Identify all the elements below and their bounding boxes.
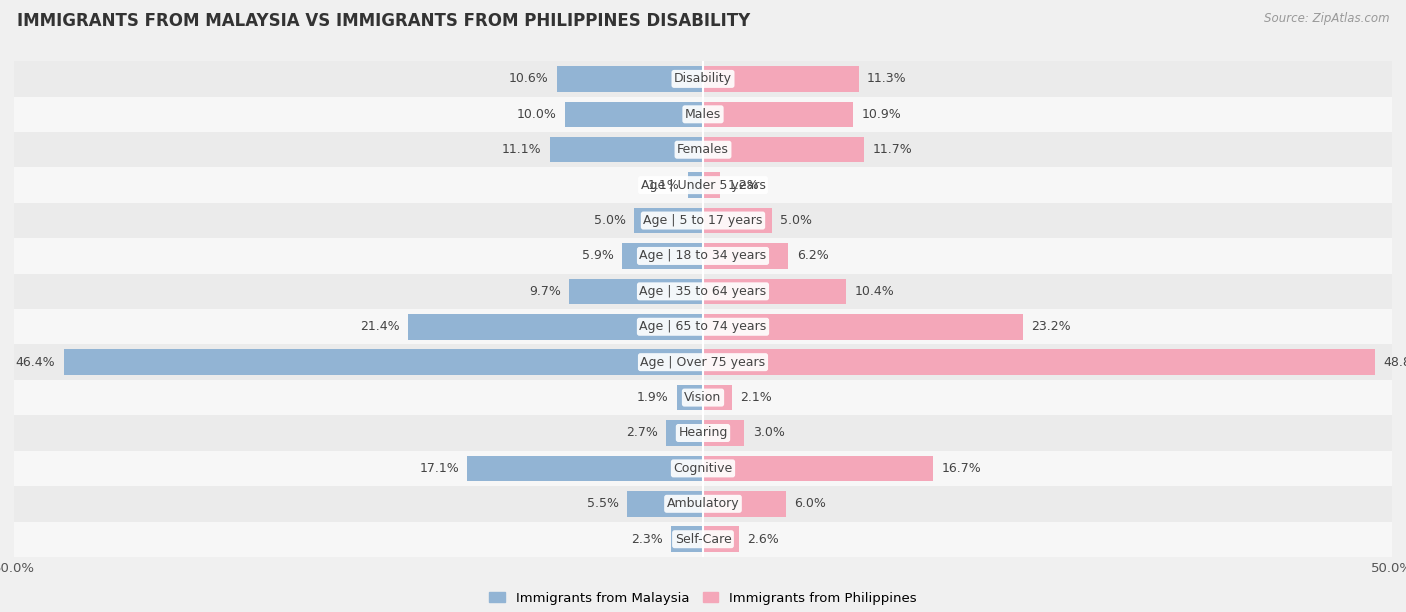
Legend: Immigrants from Malaysia, Immigrants from Philippines: Immigrants from Malaysia, Immigrants fro… — [484, 586, 922, 610]
Bar — [671, 526, 703, 552]
Bar — [14, 168, 1392, 203]
Bar — [14, 521, 1392, 557]
Text: 10.6%: 10.6% — [509, 72, 548, 86]
Text: 1.1%: 1.1% — [648, 179, 679, 192]
Text: 3.0%: 3.0% — [752, 427, 785, 439]
Text: 23.2%: 23.2% — [1031, 320, 1070, 334]
Text: Disability: Disability — [673, 72, 733, 86]
Text: 5.0%: 5.0% — [593, 214, 626, 227]
Text: Source: ZipAtlas.com: Source: ZipAtlas.com — [1264, 12, 1389, 25]
Bar — [569, 278, 703, 304]
Text: Males: Males — [685, 108, 721, 121]
Text: Age | Under 5 years: Age | Under 5 years — [641, 179, 765, 192]
Bar — [14, 309, 1392, 345]
Text: 9.7%: 9.7% — [529, 285, 561, 298]
Text: 16.7%: 16.7% — [942, 462, 981, 475]
Bar — [703, 278, 846, 304]
Bar — [63, 349, 703, 375]
Text: 11.1%: 11.1% — [502, 143, 541, 156]
Bar — [703, 243, 789, 269]
Text: 1.9%: 1.9% — [637, 391, 669, 404]
Bar — [14, 486, 1392, 521]
Bar — [703, 173, 720, 198]
Text: 6.0%: 6.0% — [794, 498, 825, 510]
Text: 1.2%: 1.2% — [728, 179, 759, 192]
Text: Age | 18 to 34 years: Age | 18 to 34 years — [640, 250, 766, 263]
Bar — [676, 385, 703, 410]
Text: Age | 65 to 74 years: Age | 65 to 74 years — [640, 320, 766, 334]
Bar — [703, 456, 934, 481]
Text: Females: Females — [678, 143, 728, 156]
Bar — [703, 314, 1022, 340]
Bar — [634, 208, 703, 233]
Bar — [467, 456, 703, 481]
Text: 11.3%: 11.3% — [868, 72, 907, 86]
Text: 10.4%: 10.4% — [855, 285, 894, 298]
Bar — [14, 97, 1392, 132]
Text: 2.7%: 2.7% — [626, 427, 658, 439]
Text: Hearing: Hearing — [678, 427, 728, 439]
Text: Cognitive: Cognitive — [673, 462, 733, 475]
Bar — [14, 61, 1392, 97]
Bar — [703, 385, 733, 410]
Text: 46.4%: 46.4% — [15, 356, 55, 368]
Bar — [621, 243, 703, 269]
Bar — [14, 238, 1392, 274]
Bar — [408, 314, 703, 340]
Text: 10.0%: 10.0% — [517, 108, 557, 121]
Text: 17.1%: 17.1% — [419, 462, 460, 475]
Text: 6.2%: 6.2% — [797, 250, 828, 263]
Bar — [557, 66, 703, 92]
Text: Ambulatory: Ambulatory — [666, 498, 740, 510]
Text: 10.9%: 10.9% — [862, 108, 901, 121]
Text: 5.5%: 5.5% — [586, 498, 619, 510]
Bar — [703, 137, 865, 162]
Bar — [14, 132, 1392, 168]
Text: Vision: Vision — [685, 391, 721, 404]
Bar — [14, 380, 1392, 416]
Bar — [666, 420, 703, 446]
Text: IMMIGRANTS FROM MALAYSIA VS IMMIGRANTS FROM PHILIPPINES DISABILITY: IMMIGRANTS FROM MALAYSIA VS IMMIGRANTS F… — [17, 12, 751, 30]
Bar — [550, 137, 703, 162]
Text: Age | 35 to 64 years: Age | 35 to 64 years — [640, 285, 766, 298]
Bar — [703, 420, 744, 446]
Text: Age | 5 to 17 years: Age | 5 to 17 years — [644, 214, 762, 227]
Bar — [565, 102, 703, 127]
Bar — [703, 349, 1375, 375]
Bar — [627, 491, 703, 517]
Text: 48.8%: 48.8% — [1384, 356, 1406, 368]
Text: Age | Over 75 years: Age | Over 75 years — [641, 356, 765, 368]
Bar — [703, 66, 859, 92]
Bar — [703, 102, 853, 127]
Bar — [14, 274, 1392, 309]
Text: 21.4%: 21.4% — [360, 320, 399, 334]
Bar — [703, 526, 738, 552]
Text: Self-Care: Self-Care — [675, 532, 731, 546]
Bar — [703, 491, 786, 517]
Bar — [14, 203, 1392, 238]
Text: 2.1%: 2.1% — [740, 391, 772, 404]
Text: 5.9%: 5.9% — [582, 250, 613, 263]
Text: 2.6%: 2.6% — [747, 532, 779, 546]
Bar — [703, 208, 772, 233]
Text: 5.0%: 5.0% — [780, 214, 813, 227]
Text: 11.7%: 11.7% — [873, 143, 912, 156]
Bar — [14, 450, 1392, 486]
Bar — [14, 345, 1392, 380]
Bar — [14, 416, 1392, 450]
Text: 2.3%: 2.3% — [631, 532, 664, 546]
Bar — [688, 173, 703, 198]
